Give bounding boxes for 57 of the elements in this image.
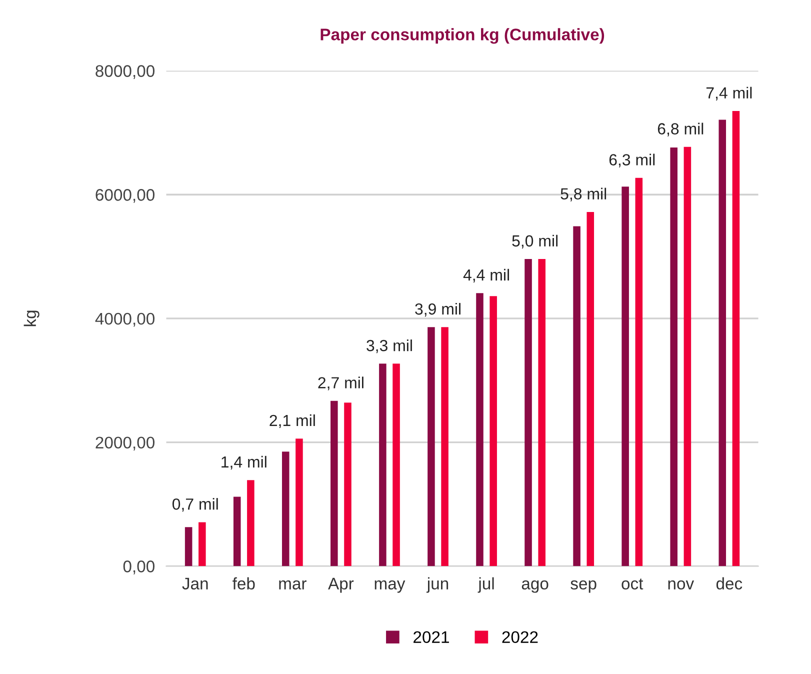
- bar: [330, 400, 338, 566]
- annotation: 3,9 mil: [415, 302, 460, 317]
- annotation: 7,4 mil: [706, 86, 752, 100]
- x-tick-label: feb: [232, 577, 255, 590]
- bar: [670, 148, 678, 566]
- annotation: 4,4 mil: [463, 268, 509, 283]
- bar: [476, 293, 484, 566]
- annotation: 6,3 mil: [609, 154, 655, 168]
- bar: [538, 259, 546, 566]
- bar: [622, 186, 629, 566]
- bar: [441, 327, 448, 566]
- bar: [524, 259, 532, 566]
- bar: [684, 146, 692, 566]
- bar: [732, 111, 740, 566]
- x-tick-label: dec: [716, 577, 742, 590]
- bar: [296, 438, 303, 566]
- chart-title: Paper consumption kg (Cumulative): [320, 28, 604, 44]
- annotation: 3,3 mil: [366, 339, 412, 354]
- bar: [198, 522, 206, 566]
- annotation: 5,0 mil: [512, 234, 558, 248]
- legend-label: 2022: [502, 631, 538, 644]
- x-tick-label: mar: [279, 580, 306, 590]
- annotation: 5,8 mil: [560, 188, 606, 202]
- x-tick-label: may: [374, 580, 406, 593]
- legend-label: 2021: [414, 631, 449, 644]
- annotation: 1,4 mil: [222, 456, 266, 470]
- bar: [428, 327, 435, 566]
- bar: [635, 178, 643, 566]
- bar: [490, 296, 497, 566]
- bar: [247, 480, 254, 566]
- y-tick-label: 6000,00: [96, 189, 154, 203]
- annotation: 2,7 mil: [318, 376, 364, 390]
- x-tick-label: nov: [668, 580, 694, 590]
- x-tick-label: Jan: [182, 578, 208, 590]
- annotation: 0,7 mil: [172, 498, 218, 512]
- bar: [282, 452, 290, 566]
- x-tick-label: oct: [622, 578, 644, 590]
- x-tick-label: Apr: [328, 578, 354, 593]
- y-tick-label: 0,00: [123, 560, 154, 574]
- bar: [586, 212, 594, 566]
- y-axis-title: kg: [24, 310, 40, 326]
- x-tick-label: ago: [522, 580, 548, 593]
- x-tick-label: jul: [478, 577, 494, 593]
- x-tick-label: sep: [570, 580, 596, 593]
- bar: [344, 402, 352, 566]
- bar: [379, 364, 386, 566]
- bar: [573, 226, 580, 566]
- bar: [718, 120, 726, 566]
- x-tick-label: jun: [426, 577, 448, 593]
- annotation: 2,1 mil: [270, 414, 315, 428]
- bar: [184, 527, 192, 566]
- y-tick-label: 4000,00: [95, 312, 154, 327]
- annotation: 6,8 mil: [658, 122, 704, 136]
- y-tick-label: 2000,00: [96, 436, 154, 450]
- bar: [233, 496, 241, 566]
- bar: [392, 364, 400, 566]
- y-tick-label: 8000,00: [96, 65, 154, 79]
